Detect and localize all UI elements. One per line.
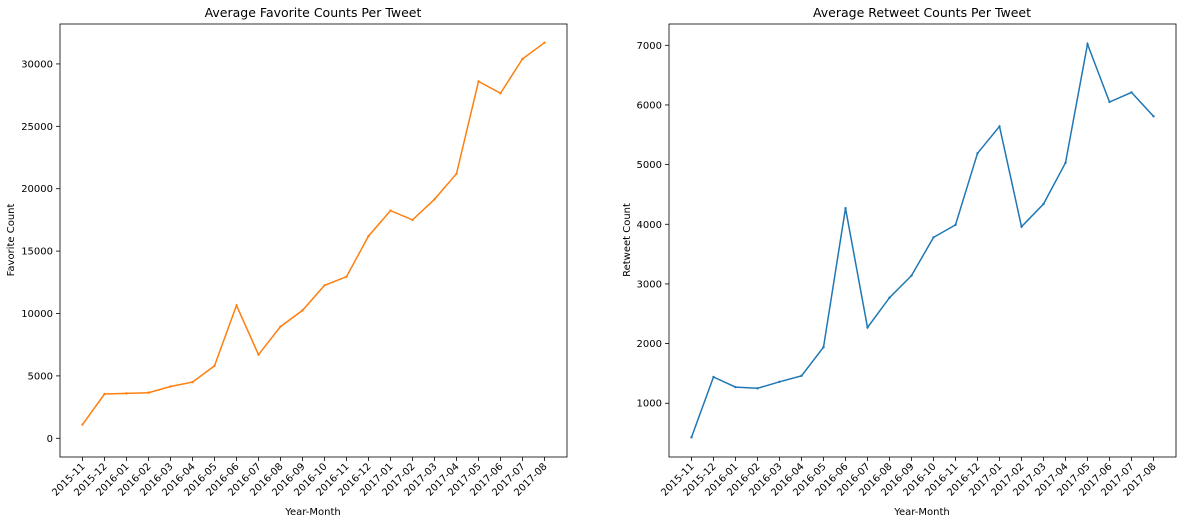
favorite-y-tick-label: 20000 [21, 184, 53, 195]
favorite-data-point [169, 385, 172, 388]
retweet-series-line [690, 41, 1155, 438]
retweet-data-point [932, 236, 935, 239]
retweet-data-point [888, 296, 891, 299]
retweet-chart-title: Average Retweet Counts Per Tweet [813, 5, 1031, 20]
favorite-data-point [235, 304, 238, 307]
favorite-data-point [411, 218, 414, 222]
favorite-y-tick-label: 30000 [21, 59, 53, 70]
retweet-y-tick-label: 5000 [637, 160, 662, 171]
favorite-data-point [147, 391, 150, 394]
favorite-data-point [191, 380, 194, 384]
retweet-data-point [800, 374, 803, 378]
favorite-data-point [125, 392, 128, 395]
favorite-y-tick-label: 5000 [28, 371, 53, 382]
favorite-data-point [213, 364, 216, 368]
favorite-chart-title: Average Favorite Counts Per Tweet [205, 5, 422, 20]
retweet-y-tick-label: 1000 [637, 399, 662, 410]
retweet-data-point [734, 385, 737, 389]
favorite-y-tick-label: 25000 [21, 122, 53, 133]
retweet-plot-area [668, 23, 1177, 458]
retweet-data-point [1108, 100, 1111, 104]
favorite-plot-area [59, 23, 568, 458]
favorite-data-point [477, 80, 480, 83]
favorite-y-tick-label: 10000 [21, 309, 53, 320]
retweet-data-point [998, 125, 1001, 128]
favorite-series-line [81, 42, 545, 426]
favorite-data-point [543, 41, 546, 44]
favorite-data-point [103, 392, 106, 396]
retweet-data-point [976, 152, 979, 155]
favorite-y-tick-label: 15000 [21, 247, 53, 258]
favorite-data-point [81, 423, 84, 426]
favorite-data-point [301, 309, 304, 312]
retweet-x-axis-label: Year-Month [893, 507, 949, 518]
retweet-y-axis-label: Retweet Count [622, 203, 633, 277]
retweet-data-point [822, 345, 825, 349]
retweet-y-tick-label: 3000 [637, 279, 662, 290]
retweet-data-point [1086, 42, 1089, 46]
retweet-y-tick-label: 4000 [637, 220, 662, 231]
retweet-data-point [1064, 161, 1067, 165]
retweet-data-point [1042, 202, 1045, 206]
retweet-data-point [1152, 115, 1155, 118]
retweet-data-point [712, 375, 715, 379]
favorite-data-point [521, 57, 524, 61]
favorite-data-point [433, 198, 436, 201]
favorite-data-point [455, 172, 458, 175]
retweet-y-tick-label: 7000 [637, 41, 662, 52]
retweet-data-point [1020, 225, 1023, 228]
favorite-data-point [389, 209, 392, 212]
favorite-data-point [367, 234, 370, 238]
favorite-chart: Average Favorite Counts Per Tweet 0 5000 1… [6, 5, 568, 518]
retweet-data-point [954, 223, 957, 227]
retweet-data-point [866, 326, 869, 329]
retweet-chart: Average Retweet Counts Per Tweet 1000 200… [622, 5, 1177, 518]
retweet-data-point [1130, 91, 1133, 94]
favorite-data-point [499, 92, 502, 95]
retweet-y-tick-label: 2000 [637, 339, 662, 350]
retweet-data-point [756, 387, 759, 390]
favorite-y-tick-label: 0 [47, 434, 53, 445]
favorite-data-point [279, 325, 282, 328]
favorite-y-axis-label: Favorite Count [6, 204, 17, 277]
retweet-y-tick-label: 6000 [637, 100, 662, 111]
favorite-x-axis-label: Year-Month [284, 507, 340, 518]
favorite-data-point [345, 275, 348, 278]
favorite-data-point [257, 353, 260, 356]
retweet-data-point [844, 206, 847, 210]
retweet-data-point [910, 274, 913, 277]
favorite-data-point [323, 284, 326, 287]
retweet-data-point [690, 436, 693, 439]
retweet-data-point [778, 380, 781, 383]
